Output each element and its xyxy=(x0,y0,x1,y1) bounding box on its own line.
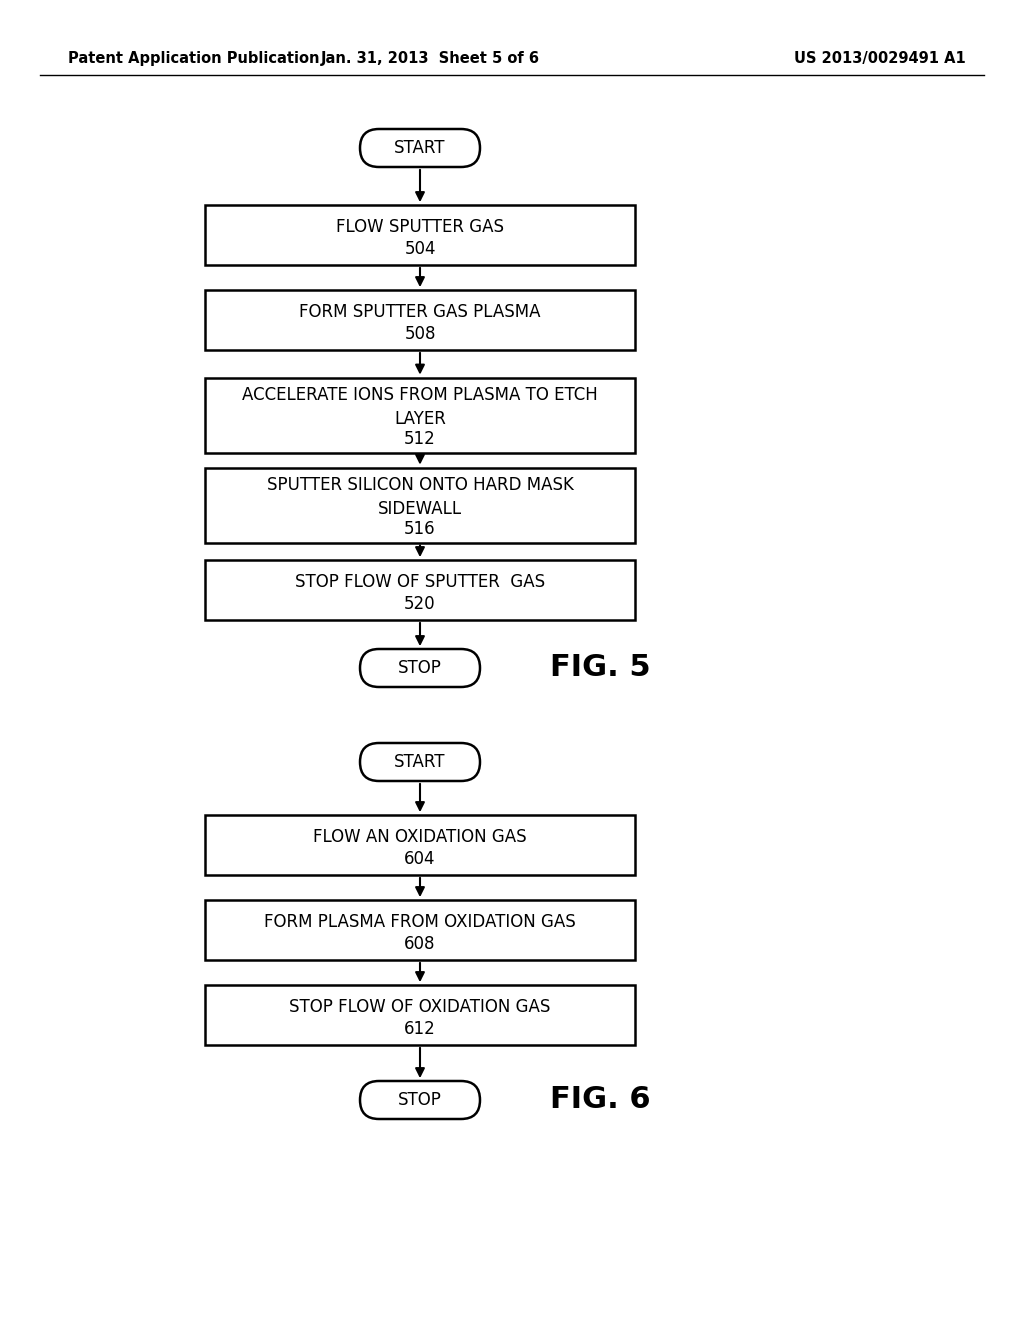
Text: 604: 604 xyxy=(404,850,436,869)
Text: FLOW AN OXIDATION GAS: FLOW AN OXIDATION GAS xyxy=(313,828,526,846)
Text: 504: 504 xyxy=(404,240,436,257)
Text: 512: 512 xyxy=(404,430,436,447)
Text: STOP FLOW OF SPUTTER  GAS: STOP FLOW OF SPUTTER GAS xyxy=(295,573,545,591)
Bar xyxy=(205,985,635,1045)
Bar xyxy=(205,205,635,265)
Text: FORM SPUTTER GAS PLASMA: FORM SPUTTER GAS PLASMA xyxy=(299,304,541,321)
Text: STOP: STOP xyxy=(398,659,442,677)
Text: STOP FLOW OF OXIDATION GAS: STOP FLOW OF OXIDATION GAS xyxy=(290,998,551,1016)
Text: FIG. 5: FIG. 5 xyxy=(550,653,650,682)
Text: FIG. 6: FIG. 6 xyxy=(550,1085,650,1114)
Text: 520: 520 xyxy=(404,595,436,612)
Text: FLOW SPUTTER GAS: FLOW SPUTTER GAS xyxy=(336,218,504,236)
Text: Patent Application Publication: Patent Application Publication xyxy=(68,50,319,66)
Text: Jan. 31, 2013  Sheet 5 of 6: Jan. 31, 2013 Sheet 5 of 6 xyxy=(321,50,540,66)
FancyBboxPatch shape xyxy=(360,743,480,781)
Text: START: START xyxy=(394,139,445,157)
Text: SPUTTER SILICON ONTO HARD MASK
SIDEWALL: SPUTTER SILICON ONTO HARD MASK SIDEWALL xyxy=(266,477,573,517)
Text: START: START xyxy=(394,752,445,771)
Text: US 2013/0029491 A1: US 2013/0029491 A1 xyxy=(795,50,966,66)
Text: 508: 508 xyxy=(404,325,436,343)
FancyBboxPatch shape xyxy=(360,129,480,168)
Bar xyxy=(205,290,635,350)
Bar xyxy=(205,378,635,453)
Bar xyxy=(205,560,635,620)
Bar xyxy=(205,814,635,875)
Bar xyxy=(205,467,635,543)
Text: FORM PLASMA FROM OXIDATION GAS: FORM PLASMA FROM OXIDATION GAS xyxy=(264,913,575,931)
Text: STOP: STOP xyxy=(398,1092,442,1109)
Text: 516: 516 xyxy=(404,520,436,539)
Text: 612: 612 xyxy=(404,1020,436,1038)
FancyBboxPatch shape xyxy=(360,649,480,686)
Text: 608: 608 xyxy=(404,935,436,953)
Text: ACCELERATE IONS FROM PLASMA TO ETCH
LAYER: ACCELERATE IONS FROM PLASMA TO ETCH LAYE… xyxy=(242,387,598,428)
Bar xyxy=(205,900,635,960)
FancyBboxPatch shape xyxy=(360,1081,480,1119)
